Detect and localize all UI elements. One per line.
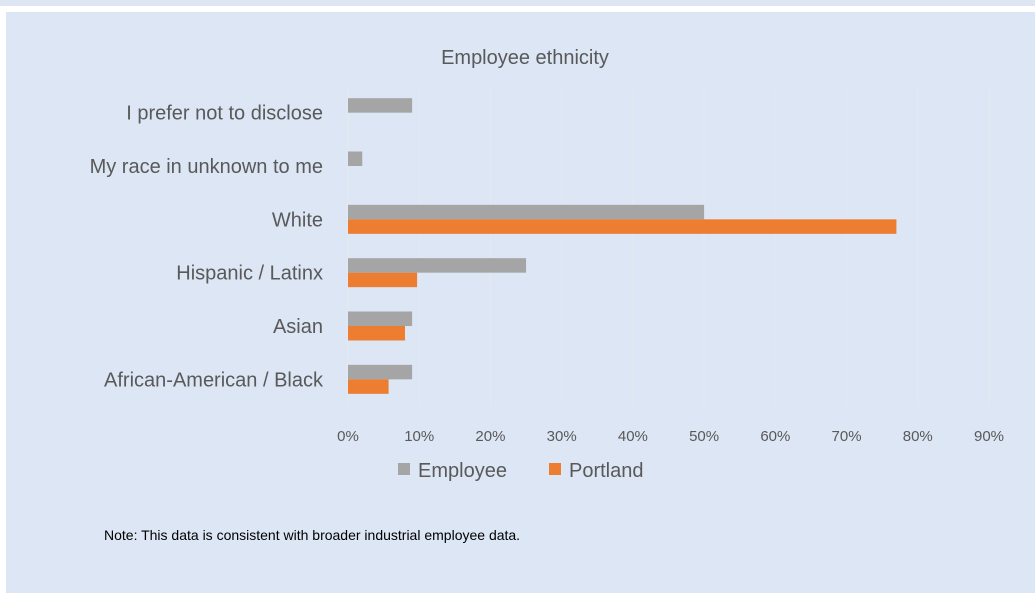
legend: Employee Portland — [398, 460, 644, 482]
category-label: African-American / Black — [104, 369, 324, 391]
category-label: Hispanic / Latinx — [176, 263, 323, 285]
bar-portland — [348, 379, 389, 394]
bar-portland — [348, 219, 897, 234]
x-tick-label: 30% — [547, 428, 577, 445]
bar-employee — [348, 311, 413, 326]
x-tick-label: 10% — [404, 428, 434, 445]
x-tick-label: 80% — [903, 428, 933, 445]
bar-employee — [348, 98, 413, 113]
x-tick-labels: 0% 10% 20% 30% 40% 50% 60% 70% 80% 90% — [337, 428, 1004, 445]
bar-employee — [348, 258, 527, 273]
x-tick-label: 20% — [475, 428, 505, 445]
x-tick-label: 50% — [689, 428, 719, 445]
x-tick-label: 90% — [974, 428, 1004, 445]
category-label: White — [272, 209, 323, 231]
chart-note: Note: This data is consistent with broad… — [104, 527, 521, 543]
bar-employee — [348, 204, 705, 220]
legend-swatch-portland — [549, 463, 561, 475]
legend-label-portland: Portland — [569, 460, 644, 482]
category-label: My race in unknown to me — [90, 156, 323, 178]
x-tick-label: 60% — [760, 428, 790, 445]
bar-portland — [348, 272, 418, 288]
chart-panel — [6, 12, 1035, 593]
gridlines — [347, 86, 990, 406]
category-labels: I prefer not to disclose My race in unkno… — [90, 103, 324, 392]
x-tick-label: 40% — [618, 428, 648, 445]
category-label: I prefer not to disclose — [126, 103, 323, 125]
bar-employee — [348, 151, 363, 166]
top-strip — [0, 0, 1035, 6]
chart-title: Employee ethnicity — [441, 47, 609, 69]
category-label: Asian — [273, 316, 323, 338]
x-tick-label: 70% — [832, 428, 862, 445]
x-tick-label: 0% — [337, 428, 359, 445]
bar-employee — [348, 364, 413, 380]
bar-portland — [348, 326, 405, 341]
legend-label-employee: Employee — [418, 460, 507, 482]
legend-swatch-employee — [398, 463, 410, 475]
bars — [348, 98, 897, 394]
